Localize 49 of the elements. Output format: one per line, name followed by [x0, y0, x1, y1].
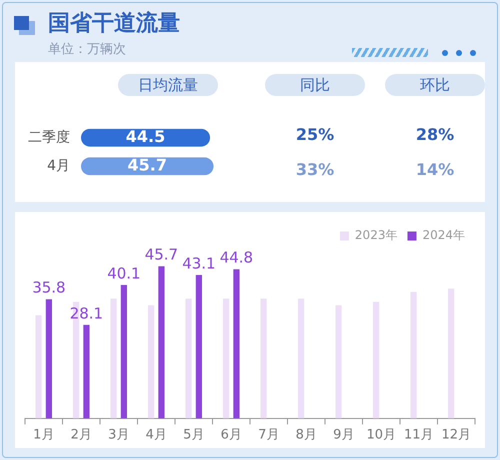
legend-label: 2024年 — [422, 228, 466, 242]
data-label: 40.1 — [107, 264, 141, 282]
x-tick-label: 9月 — [333, 428, 354, 443]
bar — [260, 298, 267, 418]
data-label: 45.7 — [144, 246, 178, 264]
bar — [158, 266, 164, 418]
chart-subtitle: 单位：万辆次 — [48, 41, 126, 58]
text: 同比 — [265, 74, 365, 96]
x-tick-label: 1月 — [33, 428, 54, 443]
bar — [120, 284, 127, 418]
data-label: 28.1 — [70, 304, 104, 322]
x-tick-label: 11月 — [404, 428, 434, 443]
data-label: 44.5 — [126, 126, 166, 146]
text: 14% — [414, 160, 456, 178]
bar — [110, 298, 117, 418]
bar — [186, 298, 192, 418]
x-tick-label: 6月 — [220, 428, 242, 443]
x-tick-label: 7月 — [258, 428, 280, 443]
legend-label: 2023年 — [354, 228, 398, 242]
text: 25% — [294, 124, 336, 144]
data-label: 35.8 — [32, 278, 66, 297]
x-tick-label: 12月 — [441, 428, 472, 443]
x-tick-label: 5月 — [183, 428, 204, 443]
text: 环比 — [385, 74, 485, 96]
x-tick-label: 4月 — [146, 428, 167, 443]
text: 33% — [294, 160, 336, 178]
x-tick-label: 10月 — [366, 428, 396, 443]
bar — [83, 324, 90, 418]
bar — [196, 274, 202, 418]
bar — [233, 269, 240, 418]
text: 日均流量 — [118, 74, 218, 96]
bar — [223, 298, 230, 418]
data-label: 44.8 — [220, 248, 254, 267]
chart-title: 国省干道流量 — [48, 10, 180, 38]
x-tick-label: 2月 — [70, 428, 92, 443]
x-tick-label: 3月 — [108, 428, 130, 443]
bar — [448, 288, 454, 418]
text: 28% — [414, 124, 456, 144]
bar — [148, 305, 154, 418]
y-tick-label: 二季度 — [28, 129, 70, 146]
bar — [373, 302, 380, 418]
bar — [46, 299, 52, 418]
data-label: 43.1 — [182, 254, 216, 272]
bar — [410, 292, 417, 418]
data-label: 45.7 — [128, 155, 168, 174]
bar — [298, 298, 304, 418]
bar — [36, 315, 42, 418]
x-tick-label: 8月 — [296, 428, 317, 443]
bar — [336, 305, 342, 418]
